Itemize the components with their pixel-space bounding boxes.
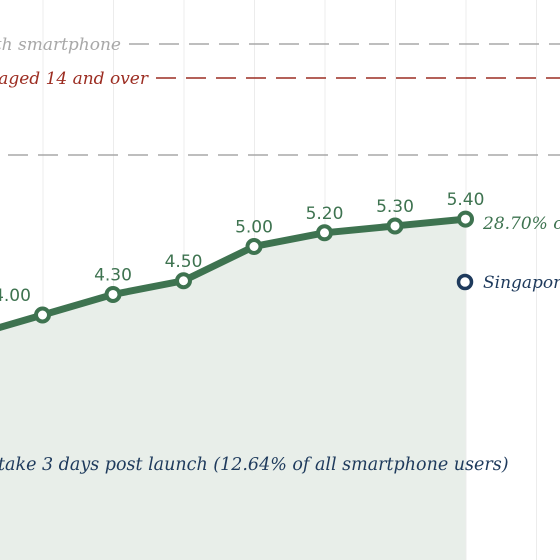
data-point — [386, 217, 404, 235]
data-point — [34, 306, 51, 324]
data-point — [175, 272, 192, 290]
annotation-text: take 3 days post launch (12.64% of all s… — [0, 455, 509, 475]
data-labels: 4.00 4.30 4.50 5.00 5.20 5.30 5.40 — [0, 190, 484, 306]
data-point — [104, 285, 122, 303]
legend-marker — [456, 273, 474, 291]
data-point — [245, 238, 263, 255]
data-label: 4.30 — [94, 265, 132, 285]
data-points — [34, 210, 474, 324]
reference-line-label: aged 14 and over — [0, 69, 149, 89]
end-label: 28.70% o — [482, 214, 560, 234]
data-point — [316, 224, 333, 242]
data-label: 5.20 — [306, 204, 344, 224]
data-label: 4.50 — [165, 252, 203, 272]
data-label: 4.00 — [0, 286, 31, 306]
reference-line-label: th smartphone — [0, 35, 121, 55]
data-label: 5.30 — [376, 197, 414, 217]
area-fill — [0, 219, 466, 560]
legend-singapore: Singapor — [456, 273, 560, 293]
reference-lines: th smartphone aged 14 and over — [0, 35, 560, 156]
data-label: 5.00 — [235, 218, 273, 238]
data-label: 5.40 — [447, 190, 485, 210]
series-line — [0, 215, 469, 332]
legend-label: Singapor — [483, 273, 560, 293]
data-point — [457, 210, 474, 228]
